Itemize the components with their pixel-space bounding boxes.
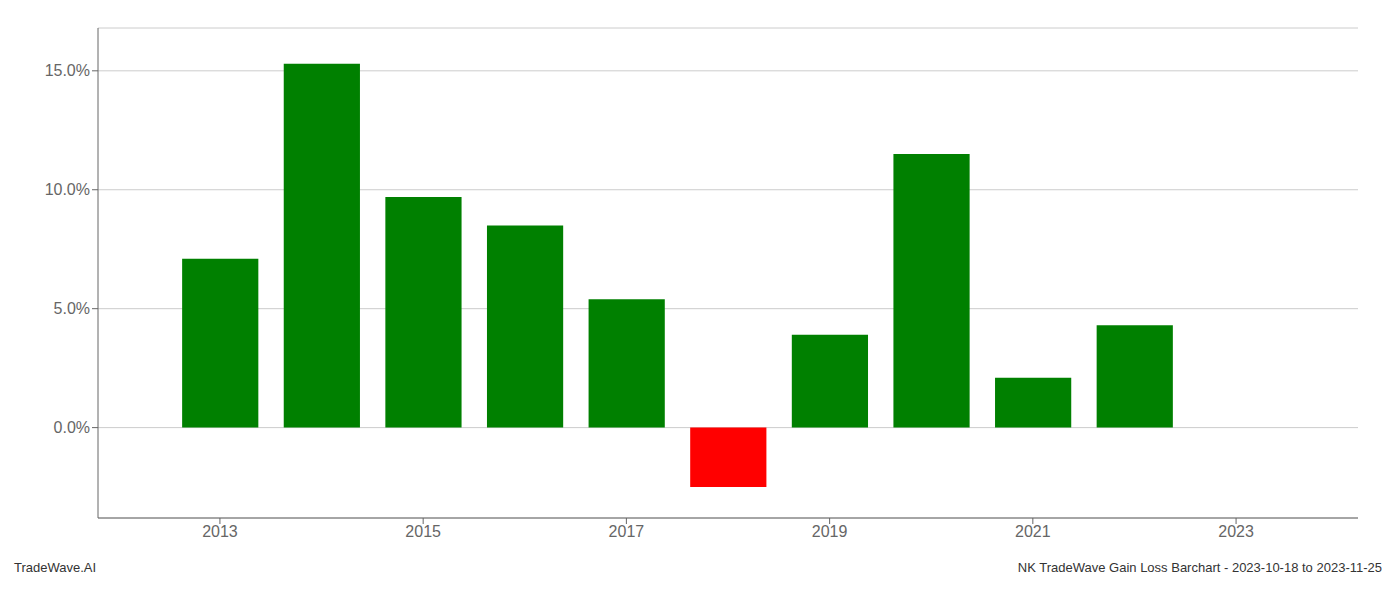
svg-text:2017: 2017	[609, 523, 645, 540]
svg-text:2021: 2021	[1015, 523, 1051, 540]
svg-text:5.0%: 5.0%	[54, 300, 90, 317]
svg-text:15.0%: 15.0%	[45, 62, 90, 79]
svg-text:0.0%: 0.0%	[54, 419, 90, 436]
svg-text:2013: 2013	[202, 523, 238, 540]
svg-text:2023: 2023	[1218, 523, 1254, 540]
svg-text:2019: 2019	[812, 523, 848, 540]
html-text:NK TradeWave Gain Loss Barchar: NK TradeWave Gain Loss Barchart - 2023-1…	[1017, 560, 1382, 575]
html-text:TradeWave.AI: TradeWave.AI	[14, 560, 97, 575]
svg-text:10.0%: 10.0%	[45, 181, 90, 198]
svg-text:2015: 2015	[405, 523, 441, 540]
